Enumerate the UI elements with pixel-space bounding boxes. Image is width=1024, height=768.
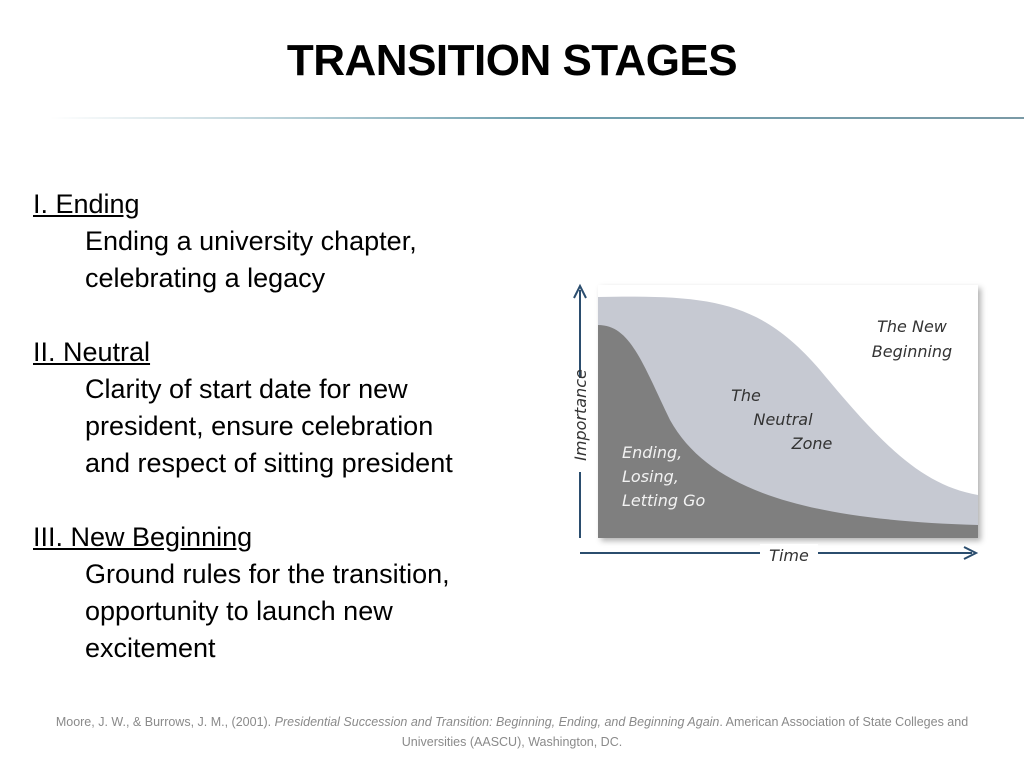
stage-description: excitement (85, 633, 216, 663)
x-arrow-head (963, 546, 979, 560)
stage-description: opportunity to launch new (85, 596, 393, 626)
y-arrow-head (573, 283, 587, 299)
stage: III. New Beginning Ground rules for the t… (33, 519, 553, 667)
citation-work: Presidential Succession and Transition: … (274, 715, 720, 729)
ending-area (598, 325, 978, 538)
x-label-bg (760, 544, 818, 562)
new-beginning-label: Beginning (872, 342, 952, 361)
slide-title: TRANSITION STAGES (286, 36, 738, 85)
stage-description: Clarity of start date for new (85, 374, 408, 404)
divider (50, 117, 1024, 119)
stage: II. Neutral Clarity of start date for new… (33, 334, 553, 482)
transition-diagram: Importance Time The New Beginning The Neutr… (566, 283, 979, 565)
stage-description: celebrating a legacy (85, 263, 326, 293)
citation: Moore, J. W., & Burrows, J. M., (2001). … (52, 712, 972, 752)
citation-authors: Moore, J. W., & Burrows, J. M., (2001). (55, 715, 275, 729)
x-axis-label: Time (769, 546, 809, 565)
stage: I. Ending Ending a university chapter, cel… (33, 186, 553, 297)
stage-heading: II. Neutral (33, 337, 151, 367)
stage-description: Ending a university chapter, (85, 226, 417, 256)
neutral-zone-label: The (731, 386, 761, 405)
ending-label: Ending, (622, 443, 682, 462)
stage-list: I. Ending Ending a university chapter, cel… (33, 186, 553, 704)
new-beginning-label: The New (877, 317, 948, 336)
y-label-bg (566, 378, 594, 472)
ending-label: Letting Go (622, 491, 706, 510)
stage-description: president, ensure celebration (85, 411, 434, 441)
stage-heading: I. Ending (33, 189, 140, 219)
ending-label: Losing, (622, 467, 679, 486)
neutral-zone-label: Zone (791, 434, 833, 453)
stage-heading: III. New Beginning (33, 522, 253, 552)
citation-publisher: . American Association of State Colleges… (401, 715, 969, 749)
y-axis-label: Importance (571, 369, 590, 461)
stage-description: and respect of sitting president (85, 448, 453, 478)
neutral-zone-label: Neutral (753, 410, 813, 429)
stage-description: Ground rules for the transition, (85, 559, 450, 589)
